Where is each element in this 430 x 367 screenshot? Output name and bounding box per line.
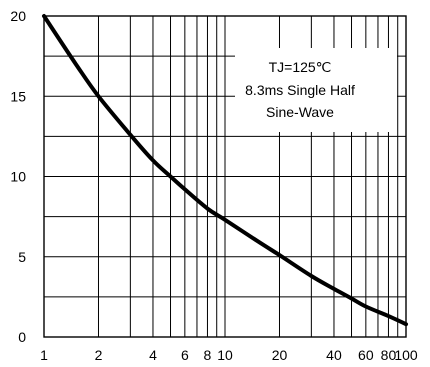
annotation-line-2: 8.3ms Single Half [245, 82, 355, 98]
annotation-line-3: Sine-Wave [266, 104, 334, 120]
plot-border [43, 15, 407, 338]
x-tick-label: 2 [95, 347, 103, 363]
x-tick-label: 10 [217, 347, 233, 363]
y-tick-label: 15 [10, 88, 26, 104]
x-tick-label: 6 [181, 347, 189, 363]
x-tick-label: 1 [40, 347, 48, 363]
x-tick-label: 100 [394, 347, 418, 363]
x-tick-label: 80 [381, 347, 397, 363]
y-tick-label: 0 [18, 329, 26, 345]
x-tick-label: 40 [326, 347, 342, 363]
x-tick-label: 4 [149, 347, 157, 363]
plot-frame [43, 15, 407, 338]
y-tick-label: 5 [18, 249, 26, 265]
y-tick-label: 20 [10, 8, 26, 24]
x-tick-label: 60 [358, 347, 374, 363]
x-tick-label: 8 [204, 347, 212, 363]
y-tick-label: 10 [10, 169, 26, 185]
annotation-line-1: TJ=125℃ [269, 59, 332, 75]
x-tick-label: 20 [272, 347, 288, 363]
series-line [42, 14, 408, 327]
y-tick-labels: 0 5 10 15 20 [10, 8, 26, 345]
annotation-background [235, 48, 397, 132]
annotation: TJ=125℃ 8.3ms Single Half Sine-Wave [245, 59, 355, 120]
